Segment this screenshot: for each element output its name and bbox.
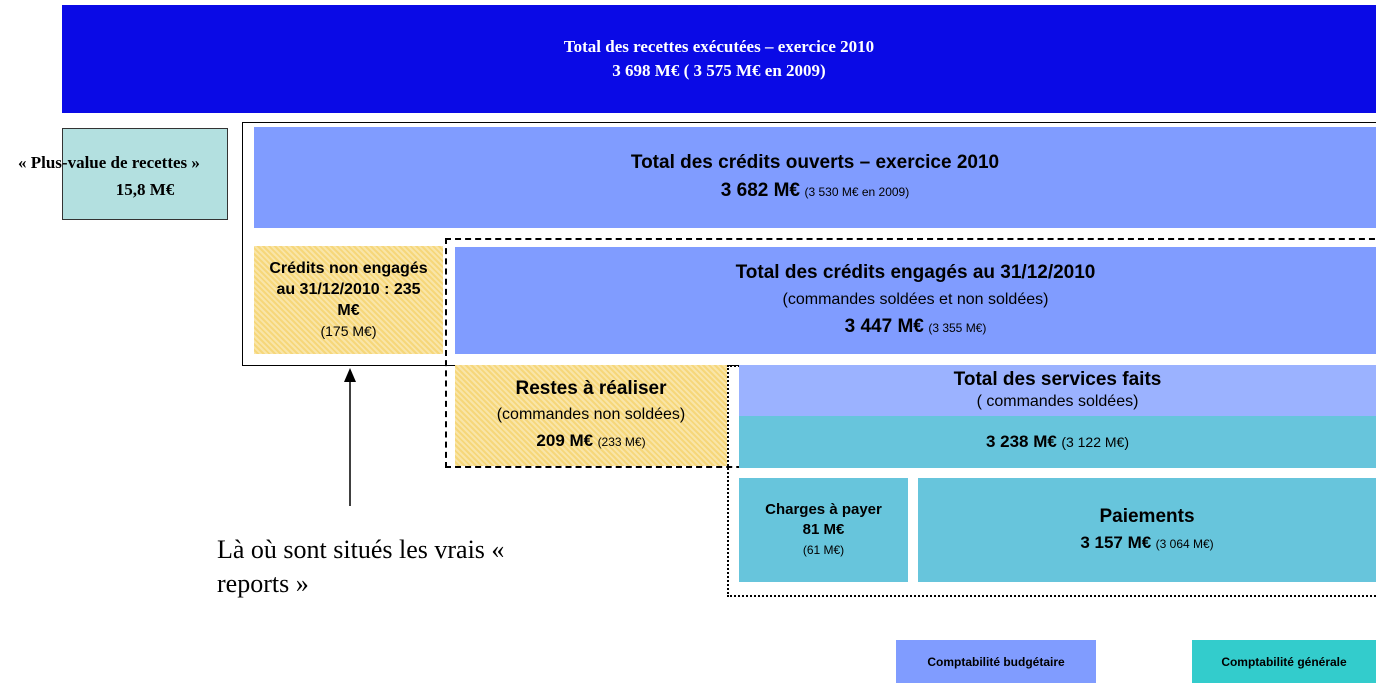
restes-amount: 209 M€: [536, 431, 594, 450]
services-bottom: 3 238 M€ (3 122 M€): [739, 416, 1376, 468]
engages-previous: (3 355 M€): [928, 321, 987, 335]
arrow: [344, 368, 356, 506]
restes-note: (commandes non soldées): [496, 406, 686, 423]
non-engages-title: Crédits non engagés au 31/12/2010 : 235 …: [269, 260, 428, 319]
recettes-title: Total des recettes exécutées – exercice …: [563, 37, 875, 56]
charges-box: Charges à payer 81 M€ (61 M€): [739, 478, 908, 582]
paiements-box: Paiements 3 157 M€ (3 064 M€): [918, 478, 1376, 582]
services-top: Total des services faits ( commandes sol…: [739, 365, 1376, 416]
legend-item: Comptabilité budgétaire: [896, 640, 1096, 683]
restes-title: Restes à réaliser: [515, 378, 667, 399]
engages-amount: 3 447 M€: [844, 316, 924, 337]
restes-box: Restes à réaliser (commandes non soldées…: [455, 365, 727, 466]
engages-note: (commandes soldées et non soldées): [782, 291, 1049, 308]
paiements-amount: 3 157 M€: [1080, 532, 1152, 552]
engages-title: Total des crédits engagés au 31/12/2010: [735, 262, 1096, 283]
non-engages-previous: (175 M€): [320, 323, 377, 339]
legend-label: Comptabilité générale: [1221, 654, 1347, 669]
paiements-previous: (3 064 M€): [1155, 536, 1214, 551]
services-amount: 3 238 M€: [985, 432, 1057, 451]
services-note: ( commandes soldées): [976, 392, 1139, 410]
charges-previous: (61 M€): [802, 543, 845, 557]
plus-value-box: [62, 128, 228, 220]
charges-title: Charges à payer: [765, 501, 882, 518]
legend-label: Comptabilité budgétaire: [927, 654, 1065, 669]
legend-item: Comptabilité générale: [1192, 640, 1376, 683]
restes-previous: (233 M€): [597, 435, 646, 449]
ouverts-title: Total des crédits ouverts – exercice 201…: [630, 152, 1000, 173]
services-previous: (3 122 M€): [1061, 434, 1130, 450]
ouverts-previous: (3 530 M€ en 2009): [804, 185, 910, 199]
plus-value-amount: 15,8 M€: [115, 180, 175, 199]
annotation: Là où sont situés les vrais « reports »: [217, 535, 505, 598]
non-engages-box: Crédits non engagés au 31/12/2010 : 235 …: [254, 246, 443, 354]
services-title: Total des services faits: [953, 368, 1162, 390]
ouverts-amount: 3 682 M€: [720, 180, 801, 201]
charges-amount: 81 M€: [802, 521, 845, 538]
engages-box: Total des crédits engagés au 31/12/2010 …: [455, 247, 1376, 354]
recettes-amount: 3 698 M€ ( 3 575 M€ en 2009): [612, 61, 826, 80]
recettes-box: Total des recettes exécutées – exercice …: [62, 5, 1376, 113]
plus-value-title: « Plus-value de recettes »: [18, 153, 200, 172]
ouverts-box: Total des crédits ouverts – exercice 201…: [254, 127, 1376, 228]
paiements-title: Paiements: [1099, 505, 1195, 527]
